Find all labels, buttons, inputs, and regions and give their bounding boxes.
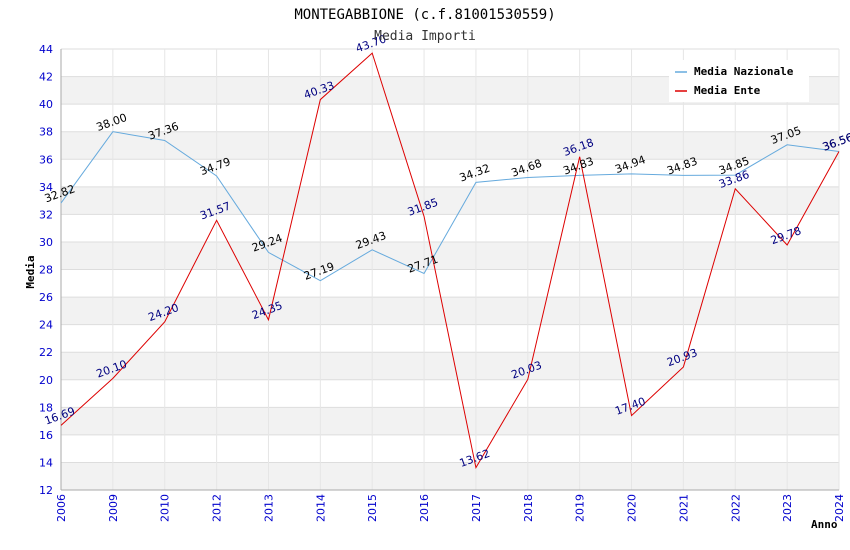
grid-band	[61, 324, 839, 353]
y-tick-label: 24	[39, 319, 53, 332]
grid-band	[61, 241, 839, 270]
y-tick-label: 20	[39, 374, 53, 387]
grid-band	[61, 104, 839, 132]
x-axis: 2006 2009 2010 2012 2013 2014 2015 2016 2017 2018…	[55, 494, 846, 522]
y-tick-label: 42	[39, 71, 53, 84]
x-tick-label: 2022	[729, 494, 742, 522]
y-tick-label: 16	[39, 429, 53, 442]
y-axis: 12 14 16 18 20 22 24 26 28 30 32 34 36 38 40 42 44	[39, 43, 53, 497]
x-tick-label: 2016	[418, 494, 431, 522]
y-tick-label: 12	[39, 484, 53, 497]
y-tick-label: 34	[39, 181, 53, 194]
x-tick-label: 2010	[159, 494, 172, 522]
grid-band	[61, 434, 839, 463]
grid-band	[61, 297, 839, 325]
x-tick-label: 2017	[470, 494, 483, 522]
y-tick-label: 14	[39, 456, 53, 469]
series-line-media-nazionale	[60, 131, 840, 282]
y-axis-label: Media	[24, 255, 37, 288]
grid-band	[61, 159, 839, 187]
y-tick-label: 44	[39, 43, 53, 56]
x-axis-label: Anno	[811, 518, 838, 531]
grid-band	[61, 462, 839, 490]
chart-subtitle: Media Importi	[374, 29, 476, 44]
x-tick-label: 2019	[574, 494, 587, 522]
y-tick-label: 30	[39, 236, 53, 249]
grid-band	[61, 379, 839, 408]
x-tick-label: 2021	[677, 494, 690, 522]
grid-band	[61, 131, 839, 160]
x-tick-label: 2023	[781, 494, 794, 522]
series-line-media-ente	[60, 52, 840, 470]
y-tick-label: 26	[39, 291, 53, 304]
x-tick-label: 2015	[366, 494, 379, 522]
y-tick-label: 22	[39, 346, 53, 359]
x-tick-label: 2014	[314, 494, 327, 522]
x-tick-label: 2024	[833, 494, 846, 522]
x-tick-label: 2020	[626, 494, 639, 522]
y-tick-label: 18	[39, 401, 53, 414]
legend-label-media-ente: Media Ente	[694, 84, 761, 97]
grid-band	[61, 186, 839, 215]
y-tick-label: 38	[39, 126, 53, 139]
x-tick-label: 2018	[522, 494, 535, 522]
x-tick-label: 2013	[262, 494, 275, 522]
y-tick-label: 36	[39, 153, 53, 166]
y-tick-label: 40	[39, 98, 53, 111]
grid-band	[61, 269, 839, 298]
legend-box	[669, 60, 809, 102]
x-tick-label: 2006	[55, 494, 68, 522]
grid-band	[61, 352, 839, 380]
legend: Media Nazionale Media Ente	[669, 60, 809, 102]
y-tick-label: 28	[39, 264, 53, 277]
legend-label-media-nazionale: Media Nazionale	[694, 65, 794, 78]
grid-band	[61, 407, 839, 435]
chart-title: MONTEGABBIONE (c.f.81001530559)	[294, 7, 555, 23]
series-lines	[60, 52, 840, 470]
y-tick-label: 32	[39, 208, 53, 221]
x-tick-label: 2009	[107, 494, 120, 522]
x-tick-label: 2012	[211, 494, 224, 522]
grid-bands	[60, 48, 840, 491]
